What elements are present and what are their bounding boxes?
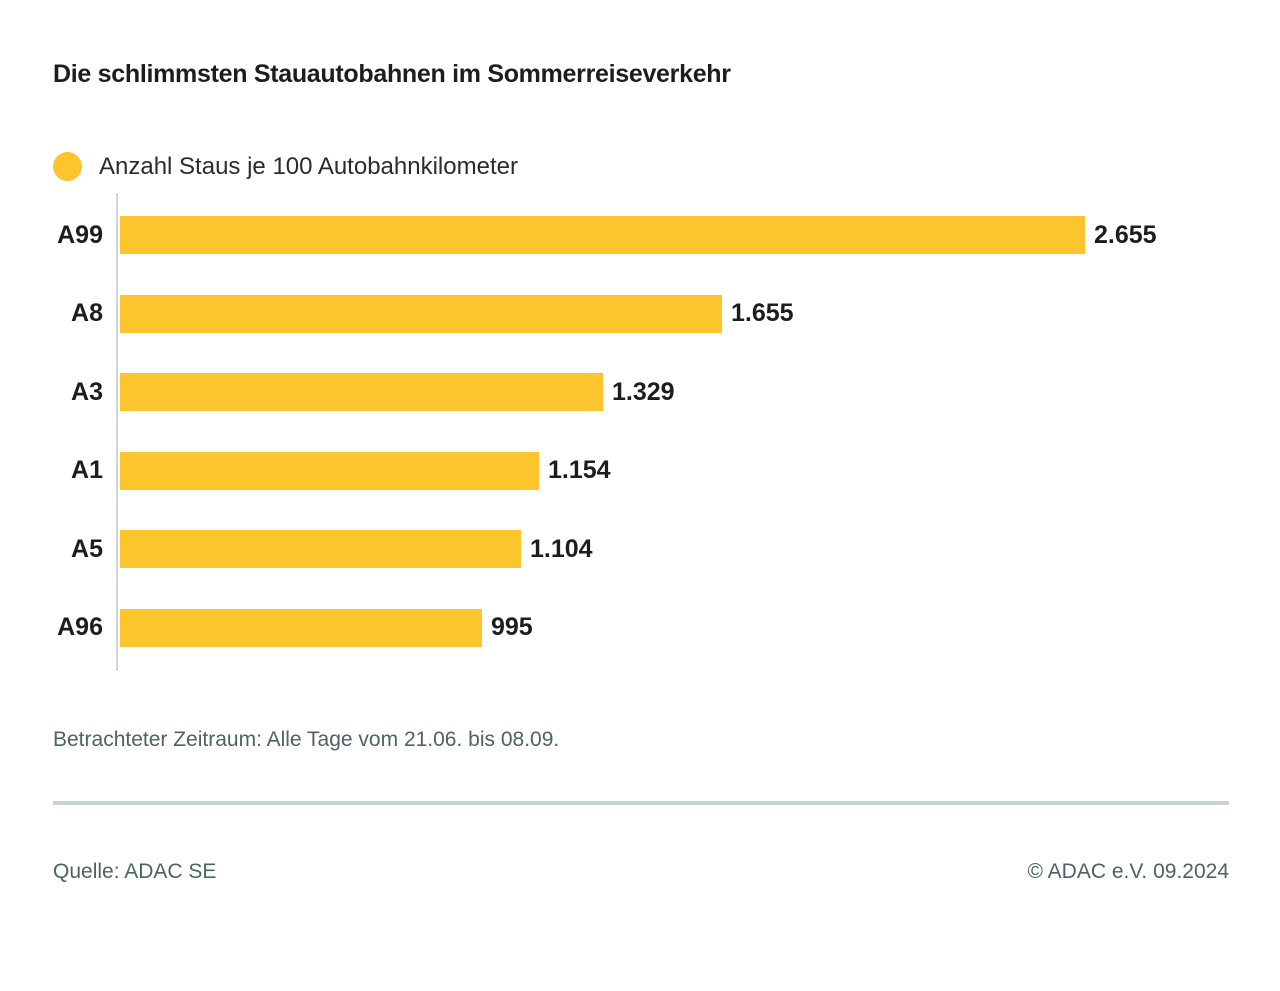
divider-line <box>53 801 1229 805</box>
y-axis-line <box>116 193 118 671</box>
legend-dot-icon <box>53 152 82 181</box>
bar-row: A99 2.655 <box>0 196 1280 275</box>
category-label: A99 <box>57 220 103 249</box>
source-text: Quelle: ADAC SE <box>53 860 217 883</box>
bar-row: A96 995 <box>0 589 1280 668</box>
bar-row: A1 1.154 <box>0 432 1280 511</box>
value-label: 2.655 <box>1094 220 1157 249</box>
footer: Quelle: ADAC SE © ADAC e.V. 09.2024 <box>53 860 1229 884</box>
category-label: A1 <box>71 456 103 485</box>
bar-rows: A99 2.655 A8 1.655 A3 1.329 A1 1.154 A5 … <box>0 196 1280 667</box>
bar-row: A5 1.104 <box>0 510 1280 589</box>
value-label: 1.104 <box>530 534 593 563</box>
category-label: A3 <box>71 377 103 406</box>
footnote: Betrachteter Zeitraum: Alle Tage vom 21.… <box>53 728 560 751</box>
bar <box>120 216 1085 255</box>
bar-row: A3 1.329 <box>0 353 1280 432</box>
value-label: 1.154 <box>548 456 611 485</box>
category-label: A8 <box>71 299 103 328</box>
legend-label: Anzahl Staus je 100 Autobahnkilometer <box>99 152 518 180</box>
value-label: 1.655 <box>731 299 794 328</box>
chart-legend: Anzahl Staus je 100 Autobahnkilometer <box>53 152 518 181</box>
bar <box>120 373 603 412</box>
bar <box>120 608 482 647</box>
bar <box>120 530 521 569</box>
copyright-text: © ADAC e.V. 09.2024 <box>1027 860 1230 883</box>
page-title: Die schlimmsten Stauautobahnen im Sommer… <box>53 60 731 88</box>
category-label: A96 <box>57 613 103 642</box>
bar <box>120 451 539 490</box>
category-label: A5 <box>71 534 103 563</box>
bar <box>120 294 722 333</box>
bar-row: A8 1.655 <box>0 275 1280 354</box>
bar-chart: A99 2.655 A8 1.655 A3 1.329 A1 1.154 A5 … <box>0 193 1280 676</box>
value-label: 995 <box>491 613 533 642</box>
value-label: 1.329 <box>612 377 675 406</box>
